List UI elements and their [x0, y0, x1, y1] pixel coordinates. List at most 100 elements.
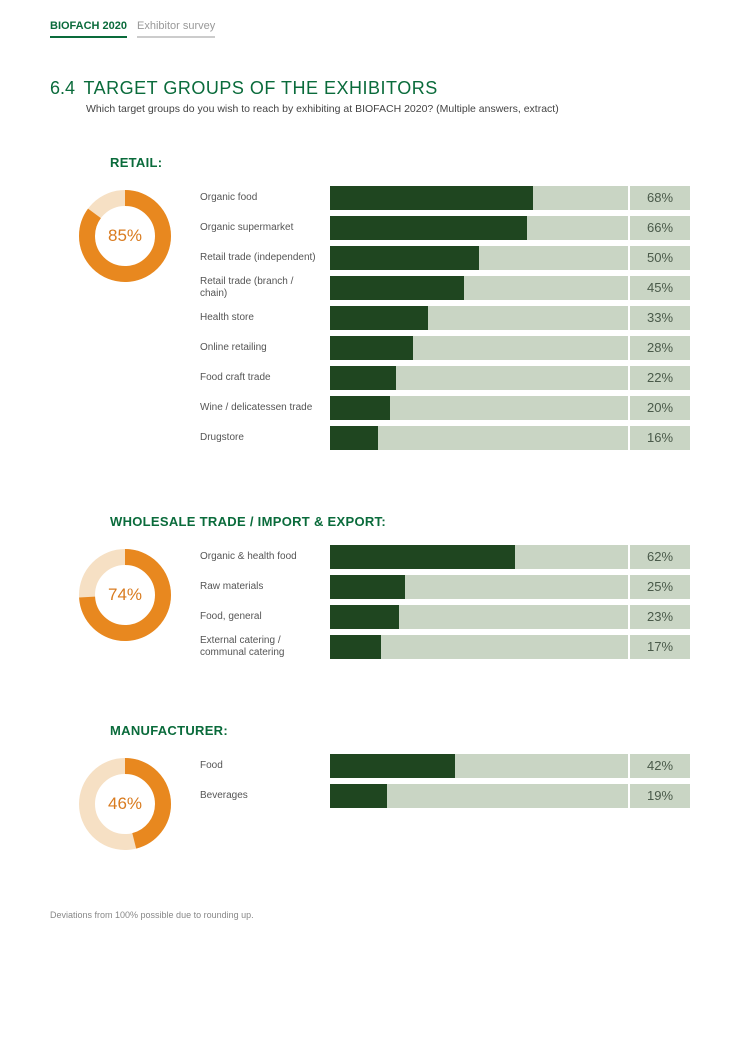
- bar-row: Organic & health food 62%: [200, 543, 690, 570]
- bar-row: Organic supermarket 66%: [200, 214, 690, 241]
- footnote: Deviations from 100% possible due to rou…: [50, 910, 690, 920]
- bar-value: 68%: [630, 186, 690, 210]
- bar-track: [330, 396, 628, 420]
- bar-label: Beverages: [200, 790, 330, 802]
- bar-value: 20%: [630, 396, 690, 420]
- bar-fill: [330, 754, 455, 778]
- tab-exhibitor-survey[interactable]: Exhibitor survey: [137, 20, 215, 38]
- page-title: TARGET GROUPS OF THE EXHIBITORS: [83, 78, 437, 98]
- donut-label: 85%: [79, 190, 171, 282]
- bar-track: [330, 336, 628, 360]
- bar-fill: [330, 366, 396, 390]
- bar-label: External catering / communal catering: [200, 635, 330, 658]
- bar-fill: [330, 605, 399, 629]
- bar-track: [330, 784, 628, 808]
- bar-track: [330, 306, 628, 330]
- bar-value: 22%: [630, 366, 690, 390]
- group-body: 46% Food 42% Beverages 19%: [50, 752, 690, 850]
- bar-value: 17%: [630, 635, 690, 659]
- bar-label: Health store: [200, 312, 330, 324]
- donut-wrap: 85%: [50, 184, 200, 282]
- bar-label: Organic supermarket: [200, 222, 330, 234]
- tab-biofach[interactable]: BIOFACH 2020: [50, 20, 127, 38]
- bar-fill: [330, 216, 527, 240]
- section-number: 6.4: [50, 78, 75, 99]
- bar-row: Raw materials 25%: [200, 573, 690, 600]
- bar-label: Organic food: [200, 192, 330, 204]
- bar-track: [330, 635, 628, 659]
- bar-fill: [330, 575, 405, 599]
- group-2: MANUFACTURER:46%Food42%Beverages19%: [50, 723, 690, 850]
- bar-value: 28%: [630, 336, 690, 360]
- bar-track: [330, 246, 628, 270]
- bar-row: Retail trade (independent) 50%: [200, 244, 690, 271]
- donut-label: 46%: [79, 758, 171, 850]
- bar-row: Drugstore16%: [200, 424, 690, 451]
- bar-track: [330, 276, 628, 300]
- bar-row: Food craft trade 22%: [200, 364, 690, 391]
- group-0: RETAIL: 85% Organic food 68% Organic superma…: [50, 155, 690, 454]
- bars: Organic & health food 62% Raw materials 25%…: [200, 543, 690, 663]
- bar-row: External catering / communal catering 17%: [200, 633, 690, 660]
- group-title: RETAIL:: [110, 155, 690, 170]
- bar-row: Food 42%: [200, 752, 690, 779]
- bar-row: Online retailing 28%: [200, 334, 690, 361]
- bar-label: Food: [200, 760, 330, 772]
- bar-label: Wine / delicatessen trade: [200, 402, 330, 414]
- donut-wrap: 46%: [50, 752, 200, 850]
- bar-value: 62%: [630, 545, 690, 569]
- donut-chart: 74%: [79, 549, 171, 641]
- bar-track: [330, 216, 628, 240]
- donut-label: 74%: [79, 549, 171, 641]
- bar-track: [330, 186, 628, 210]
- bar-fill: [330, 336, 413, 360]
- bar-label: Organic & health food: [200, 551, 330, 563]
- bar-fill: [330, 784, 387, 808]
- donut-chart: 85%: [79, 190, 171, 282]
- bar-fill: [330, 306, 428, 330]
- group-body: 74% Organic & health food 62% Raw materials…: [50, 543, 690, 663]
- group-1: WHOLESALE TRADE / IMPORT & EXPORT: 74% Org…: [50, 514, 690, 663]
- bar-value: 33%: [630, 306, 690, 330]
- title-block: 6.4 TARGET GROUPS OF THE EXHIBITORS Whic…: [50, 78, 690, 115]
- bar-fill: [330, 396, 390, 420]
- bar-row: Organic food 68%: [200, 184, 690, 211]
- groups-container: RETAIL: 85% Organic food 68% Organic superma…: [50, 155, 690, 850]
- bar-row: Beverages 19%: [200, 782, 690, 809]
- bar-track: [330, 605, 628, 629]
- bar-value: 45%: [630, 276, 690, 300]
- bar-label: Online retailing: [200, 342, 330, 354]
- bar-value: 25%: [630, 575, 690, 599]
- bar-track: [330, 754, 628, 778]
- bars: Food 42% Beverages 19%: [200, 752, 690, 812]
- bar-row: Food, general 23%: [200, 603, 690, 630]
- bars: Organic food 68% Organic supermarket 66% Ret…: [200, 184, 690, 454]
- bar-label: Drugstore: [200, 432, 330, 444]
- bar-value: 42%: [630, 754, 690, 778]
- bar-label: Raw materials: [200, 581, 330, 593]
- bar-track: [330, 366, 628, 390]
- bar-label: Retail trade (independent): [200, 252, 330, 264]
- group-title: WHOLESALE TRADE / IMPORT & EXPORT:: [110, 514, 690, 529]
- bar-row: Retail trade (branch / chain) 45%: [200, 274, 690, 301]
- bar-row: Wine / delicatessen trade 20%: [200, 394, 690, 421]
- bar-fill: [330, 246, 479, 270]
- bar-value: 50%: [630, 246, 690, 270]
- group-body: 85% Organic food 68% Organic supermarket 66%…: [50, 184, 690, 454]
- bar-fill: [330, 186, 533, 210]
- bar-track: [330, 426, 628, 450]
- donut-wrap: 74%: [50, 543, 200, 641]
- bar-value: 23%: [630, 605, 690, 629]
- donut-chart: 46%: [79, 758, 171, 850]
- bar-track: [330, 545, 628, 569]
- bar-value: 19%: [630, 784, 690, 808]
- bar-label: Retail trade (branch / chain): [200, 276, 330, 299]
- bar-track: [330, 575, 628, 599]
- bar-fill: [330, 635, 381, 659]
- page-subtitle: Which target groups do you wish to reach…: [86, 103, 690, 115]
- bar-label: Food, general: [200, 611, 330, 623]
- bar-label: Food craft trade: [200, 372, 330, 384]
- bar-fill: [330, 426, 378, 450]
- bar-fill: [330, 276, 464, 300]
- bar-value: 66%: [630, 216, 690, 240]
